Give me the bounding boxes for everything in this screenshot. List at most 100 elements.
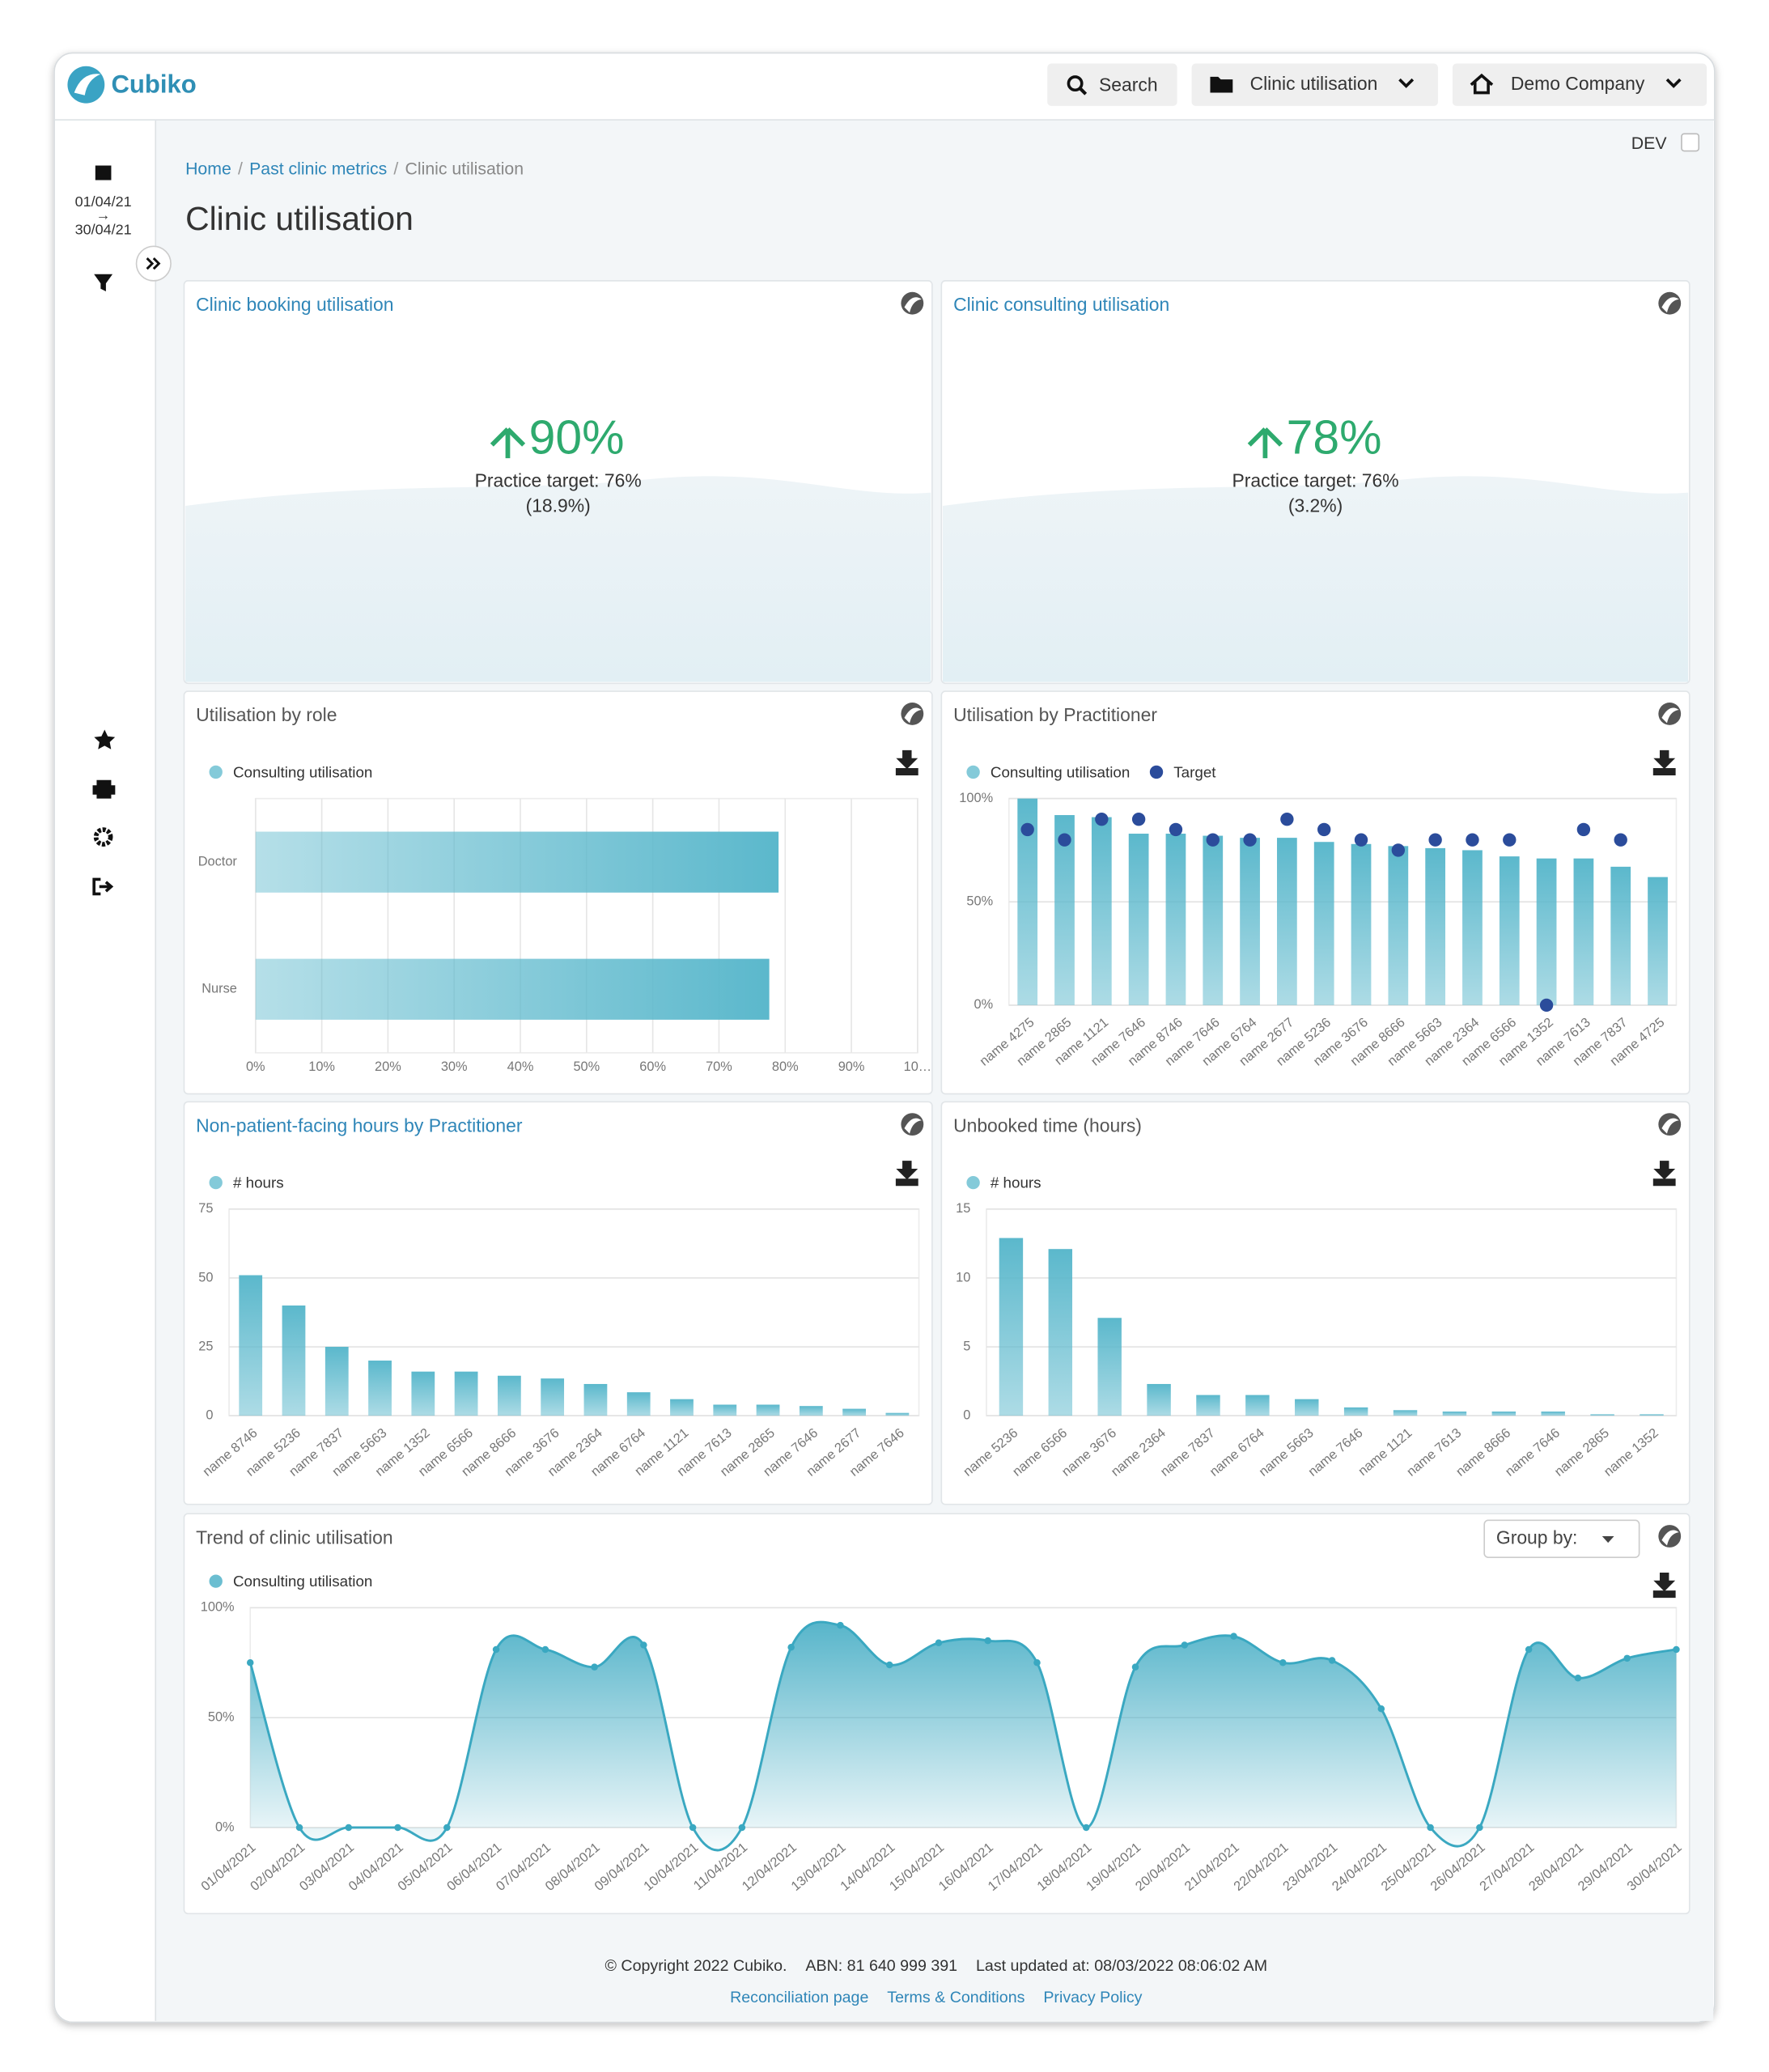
kpi-change: (18.9%) — [526, 495, 591, 516]
legend-label[interactable]: # hours — [233, 1174, 284, 1191]
settings-icon[interactable] — [93, 827, 113, 847]
download-icon[interactable] — [1652, 1161, 1676, 1187]
kpi-up-arrow — [1247, 427, 1283, 459]
point — [738, 1824, 746, 1832]
x-tick-label: 10% — [308, 1059, 335, 1074]
x-tick-label: 20% — [375, 1059, 401, 1074]
legend-label[interactable]: Consulting utilisation — [233, 1573, 372, 1590]
target-dot — [1614, 833, 1627, 847]
footer-links: Reconciliation page Terms & Conditions Pri… — [730, 1989, 1143, 2006]
report-dropdown[interactable] — [1191, 63, 1438, 106]
bar — [282, 1305, 306, 1416]
date-range: 30/04/21 — [75, 221, 132, 237]
download-icon[interactable] — [895, 1161, 918, 1187]
bar — [1491, 1411, 1517, 1416]
card — [183, 690, 933, 1095]
y-tick-label: 100% — [201, 1600, 235, 1615]
breadcrumb: Home / Past clinic metrics / Clinic utilisat… — [185, 159, 524, 178]
breadcrumb-item: Clinic utilisation — [405, 159, 524, 178]
share-icon-detail — [904, 297, 922, 313]
share-icon-detail — [1661, 1530, 1679, 1546]
footer-link[interactable]: Privacy Policy — [1043, 1989, 1142, 2006]
group-by-select[interactable] — [1483, 1519, 1640, 1558]
chart-title: Non-patient-facing hours by Practitioner — [196, 1115, 523, 1136]
point — [787, 1643, 795, 1651]
y-tick-label: 25 — [198, 1339, 213, 1353]
star-icon[interactable] — [94, 729, 116, 749]
kpi-target: Practice target: 76% — [1232, 470, 1399, 491]
x-tick-label: 70% — [706, 1059, 732, 1074]
y-tick-label: 0% — [974, 997, 993, 1012]
bar — [497, 1375, 521, 1416]
point — [443, 1824, 451, 1832]
target-dot — [1243, 833, 1257, 847]
kpi-target: Practice target: 76% — [475, 470, 642, 491]
company-dropdown[interactable] — [1452, 63, 1707, 106]
calendar-icon[interactable] — [95, 165, 112, 180]
legend-label[interactable]: # hours — [991, 1174, 1041, 1191]
download-icon[interactable] — [895, 749, 918, 775]
print-icon[interactable] — [92, 779, 116, 799]
company-label[interactable]: Demo Company — [1511, 73, 1645, 94]
footer-link[interactable]: Terms & Conditions — [887, 1989, 1024, 2006]
y-tick-label: 0 — [206, 1408, 213, 1422]
footer-text: © Copyright 2022 Cubiko. — [605, 1957, 787, 1975]
x-tick-label: 10… — [904, 1059, 932, 1074]
legend-label[interactable]: Target — [1173, 764, 1216, 781]
bar — [626, 1392, 651, 1416]
y-tick-label: 100% — [959, 791, 993, 805]
legend-label[interactable]: Consulting utilisation — [991, 764, 1130, 781]
point — [1377, 1705, 1385, 1713]
bar — [1442, 1411, 1467, 1416]
share-icon-detail — [1661, 297, 1679, 313]
search-label[interactable]: Search — [1099, 74, 1158, 95]
kpi-background — [185, 476, 931, 682]
bar — [1393, 1410, 1418, 1416]
bar — [1388, 846, 1409, 1005]
point — [1623, 1654, 1631, 1662]
breadcrumb-separator: / — [238, 159, 243, 178]
bar — [842, 1408, 866, 1416]
search-button[interactable] — [1047, 63, 1177, 106]
filter-icon[interactable] — [94, 274, 113, 291]
footer-link[interactable]: Reconciliation page — [730, 1989, 868, 2006]
bar — [541, 1378, 565, 1416]
group-by-caret — [1601, 1535, 1614, 1543]
download-icon[interactable] — [1652, 1572, 1676, 1599]
bar — [1196, 1395, 1220, 1416]
page-title: Clinic utilisation — [185, 200, 414, 237]
folder-icon — [1210, 76, 1233, 93]
report-label[interactable]: Clinic utilisation — [1250, 73, 1378, 94]
bar — [1573, 858, 1594, 1005]
legend-label[interactable]: Consulting utilisation — [233, 764, 372, 781]
bar — [583, 1383, 608, 1416]
group-by-label[interactable]: Group by: — [1496, 1526, 1578, 1548]
bar — [1640, 1414, 1664, 1416]
target-dot — [1503, 833, 1517, 847]
bar — [1462, 850, 1483, 1005]
bar — [368, 1361, 392, 1416]
x-tick-label: 80% — [772, 1059, 799, 1074]
logo-swirl — [74, 74, 101, 96]
y-tick-label: Nurse — [202, 982, 237, 996]
breadcrumb-item[interactable]: Past clinic metrics — [249, 159, 387, 178]
env-checkbox[interactable] — [1681, 133, 1700, 152]
y-tick-label: 0% — [215, 1819, 235, 1834]
breadcrumb-item[interactable]: Home — [185, 159, 231, 178]
download-icon[interactable] — [1652, 749, 1676, 775]
point — [591, 1663, 598, 1671]
bar — [1610, 866, 1631, 1005]
target-dot — [1020, 822, 1034, 837]
chart-title: Utilisation by Practitioner — [953, 704, 1157, 725]
bar — [799, 1406, 823, 1416]
logout-icon[interactable] — [92, 877, 114, 896]
y-tick-label: 15 — [956, 1201, 970, 1216]
bar — [1536, 858, 1557, 1005]
target-dot — [1206, 833, 1220, 847]
point — [689, 1824, 697, 1832]
y-tick-label: 10 — [956, 1270, 970, 1284]
point — [1279, 1658, 1287, 1667]
date-range: → — [96, 206, 111, 223]
